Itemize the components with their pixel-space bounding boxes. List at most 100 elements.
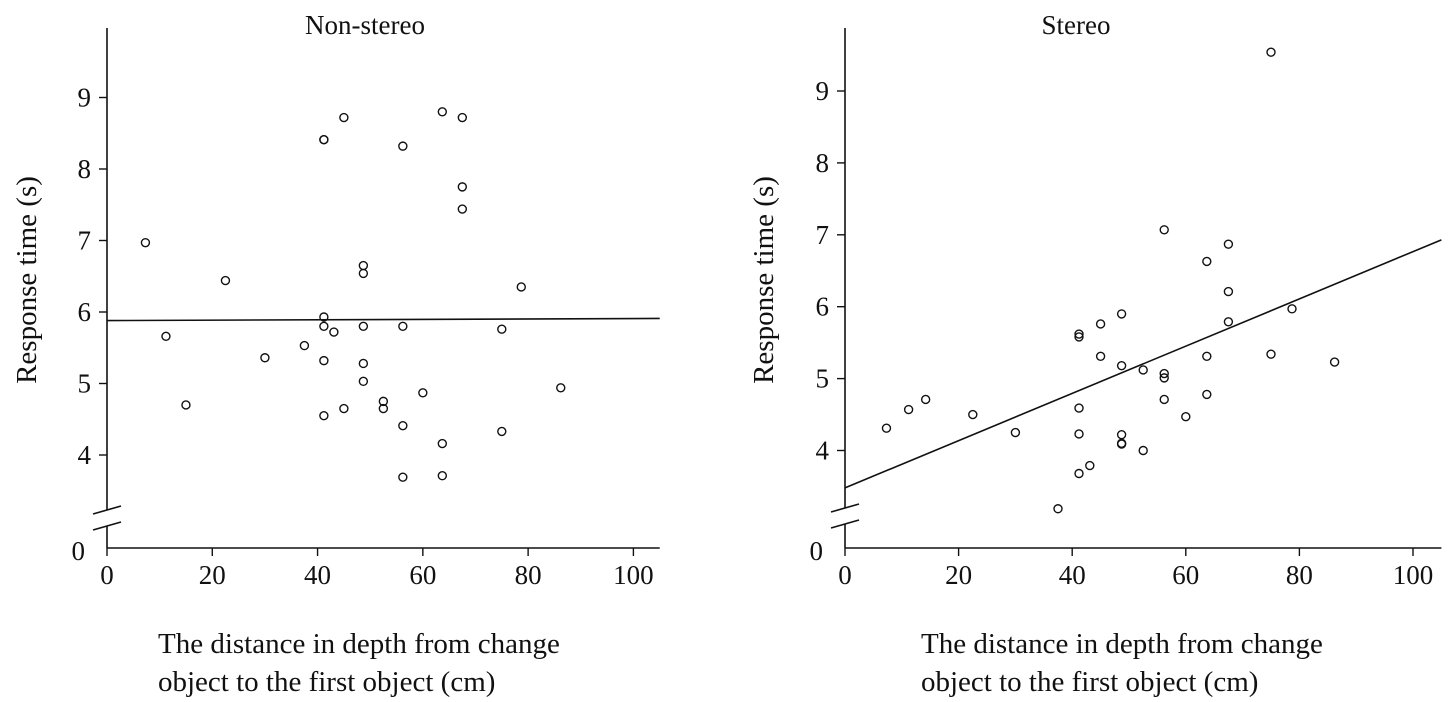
data-point	[1074, 429, 1084, 439]
data-point	[1202, 389, 1212, 400]
ticks: 0 20 40 60 80 100 0 4 5 6 7 8 9	[810, 76, 1434, 590]
data-point	[1074, 403, 1084, 413]
y-tick-label: 7	[78, 226, 92, 256]
data-point	[1266, 47, 1276, 57]
x-axis-label-line: object to the first object (cm)	[921, 666, 1259, 698]
data-point	[418, 388, 428, 398]
data-point	[1085, 460, 1095, 471]
data-point	[398, 321, 408, 331]
data-point	[358, 260, 369, 271]
data-point	[1116, 360, 1127, 371]
y-tick-label: 6	[816, 292, 830, 322]
y-axis-label: Response time (s)	[11, 176, 43, 384]
data-point	[457, 204, 468, 214]
data-point	[1138, 365, 1148, 375]
data-point	[1053, 504, 1063, 514]
axis-break-mark	[92, 521, 122, 531]
y-tick-label: 8	[78, 154, 92, 184]
y-tick-label: 5	[816, 364, 830, 394]
trend-line-group	[106, 317, 660, 322]
y-tick-label: 6	[78, 297, 92, 327]
data-point	[437, 107, 448, 117]
data-points	[881, 47, 1340, 514]
x-tick-label: 80	[515, 560, 542, 590]
x-axis-label-line: object to the first object (cm)	[158, 666, 496, 698]
data-point	[437, 471, 448, 481]
data-point	[903, 404, 914, 415]
axis-break-mark	[830, 503, 860, 513]
data-point	[497, 426, 507, 437]
y-tick-label: 4	[78, 440, 92, 470]
data-point	[497, 324, 507, 334]
data-point	[1138, 445, 1148, 456]
data-point	[1010, 427, 1021, 438]
data-point	[437, 438, 448, 449]
data-point	[1329, 357, 1340, 367]
data-point	[220, 275, 231, 286]
data-point	[329, 327, 339, 337]
panel-title: Non-stereo	[305, 10, 425, 40]
y-tick-label: 8	[816, 148, 830, 178]
trend-line	[106, 317, 660, 322]
y-tick-label: 4	[816, 436, 830, 466]
ticks: 0 20 40 60 80 100 0 4 5 6 7 8 9	[72, 83, 654, 591]
data-point	[319, 312, 329, 322]
data-point	[398, 472, 408, 482]
data-point	[1074, 332, 1084, 342]
data-point	[1074, 329, 1084, 339]
data-point	[1181, 412, 1191, 422]
x-tick-label: 100	[1393, 560, 1434, 590]
data-point	[1287, 304, 1297, 314]
axis-break-mark	[830, 519, 860, 529]
data-point	[319, 134, 329, 145]
x-axis-label-line: The distance in depth from change	[158, 628, 560, 660]
panel-stereo: Stereo Response time (s) 0 20 40 60 80 100 0 4 5…	[748, 10, 1442, 590]
data-point	[319, 355, 329, 366]
data-point	[358, 358, 369, 369]
data-point	[881, 423, 892, 433]
data-point	[1095, 351, 1106, 362]
data-point	[319, 321, 329, 331]
axis-break-mark	[92, 505, 122, 515]
x-tick-label: 0	[100, 560, 114, 590]
data-point	[1116, 309, 1127, 319]
data-point	[1159, 394, 1169, 405]
data-point	[1116, 429, 1127, 440]
axes	[830, 28, 1442, 549]
data-point	[140, 237, 151, 248]
data-point	[358, 376, 369, 387]
data-point	[260, 353, 270, 363]
y-tick-label: 7	[816, 220, 830, 250]
x-tick-label: 40	[304, 560, 331, 590]
y-tick-label: 5	[78, 369, 92, 399]
data-point	[920, 394, 931, 405]
panel-title: Stereo	[1042, 10, 1111, 40]
x-tick-label: 20	[945, 560, 972, 590]
x-tick-label: 20	[199, 560, 226, 590]
y-tick-label: 0	[810, 536, 824, 566]
trend-line-group	[844, 239, 1442, 489]
data-point	[1159, 225, 1169, 235]
data-point	[299, 340, 310, 351]
data-point	[1159, 368, 1169, 379]
data-point	[968, 409, 978, 420]
data-point	[1116, 438, 1127, 449]
panel-non-stereo: Non-stereo Response time (s) 0 20 40 60 80 10…	[11, 10, 660, 590]
data-point	[457, 182, 468, 192]
data-point	[319, 410, 329, 421]
x-tick-label: 60	[409, 560, 436, 590]
data-point	[1159, 373, 1169, 383]
data-point	[1223, 317, 1234, 327]
data-point	[398, 420, 408, 431]
x-tick-label: 80	[1286, 560, 1313, 590]
x-tick-label: 100	[613, 560, 654, 590]
data-point	[1202, 256, 1212, 267]
data-point	[1266, 349, 1276, 359]
data-point	[516, 282, 526, 292]
data-point	[378, 396, 389, 407]
x-axis-label-non-stereo: The distance in depth from change object…	[158, 625, 718, 701]
x-axis-label-stereo: The distance in depth from change object…	[921, 625, 1451, 701]
data-point	[556, 383, 566, 393]
x-tick-label: 60	[1172, 560, 1199, 590]
